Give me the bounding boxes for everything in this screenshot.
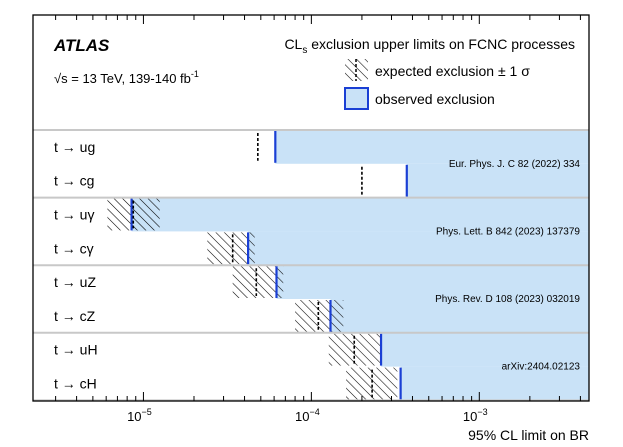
- atlas-label: ATLAS: [53, 36, 110, 55]
- chart-title-cl: CL: [284, 36, 302, 52]
- energy-label-main: √s = 13 TeV, 139-140 fb: [54, 71, 191, 86]
- energy-label: √s = 13 TeV, 139-140 fb-1: [54, 69, 199, 86]
- x-tick-label: 10−4: [295, 407, 320, 424]
- reference-label: Phys. Lett. B 842 (2023) 137379: [436, 226, 580, 237]
- process-label: t → uH: [54, 342, 98, 358]
- chart-title-sub: s: [302, 45, 307, 56]
- observed-region: [276, 265, 589, 299]
- observed-region: [330, 299, 589, 333]
- process-label: t → cγ: [54, 240, 94, 256]
- reference-label: Eur. Phys. J. C 82 (2022) 334: [449, 159, 581, 170]
- x-axis-label: 95% CL limit on BR: [468, 427, 589, 443]
- x-tick-exp: −4: [309, 407, 319, 417]
- x-tick-label: 10−5: [127, 407, 152, 424]
- x-tick-base: 10: [127, 409, 141, 424]
- expected-band: [107, 198, 160, 231]
- reference-label: arXiv:2404.02123: [502, 362, 581, 373]
- chart-title: CLs exclusion upper limits on FCNC proce…: [284, 36, 575, 56]
- x-tick-base: 10: [463, 409, 477, 424]
- plot-frame: [32, 14, 590, 402]
- expected-band: [346, 367, 398, 400]
- expected-band: [295, 300, 344, 332]
- process-label: t → cZ: [54, 308, 96, 324]
- x-tick-label: 10−3: [463, 407, 488, 424]
- observed-region: [275, 130, 589, 164]
- process-label: t → cg: [54, 173, 94, 189]
- reference-label: Phys. Rev. D 108 (2023) 032019: [435, 294, 580, 305]
- observed-region: [131, 197, 590, 232]
- x-tick-exp: −5: [142, 407, 152, 417]
- legend-expected-label: expected exclusion ± 1 σ: [375, 63, 530, 79]
- process-label: t → cH: [54, 376, 97, 392]
- expected-band: [328, 333, 381, 366]
- observed-region: [248, 231, 589, 266]
- legend-observed-swatch: [344, 87, 369, 110]
- observed-region: [400, 366, 589, 401]
- x-tick-base: 10: [295, 409, 309, 424]
- expected-band: [232, 266, 284, 298]
- process-label: t → ug: [54, 139, 95, 155]
- x-tick-exp: −3: [477, 407, 487, 417]
- observed-region: [406, 163, 589, 198]
- process-label: t → uZ: [54, 274, 96, 290]
- chart-title-rest: exclusion upper limits on FCNC processes: [307, 36, 575, 52]
- legend-observed-label: observed exclusion: [375, 91, 495, 107]
- observed-region: [381, 332, 589, 367]
- process-label: t → uγ: [54, 207, 94, 223]
- expected-band: [207, 232, 255, 265]
- energy-label-sup: -1: [191, 69, 199, 79]
